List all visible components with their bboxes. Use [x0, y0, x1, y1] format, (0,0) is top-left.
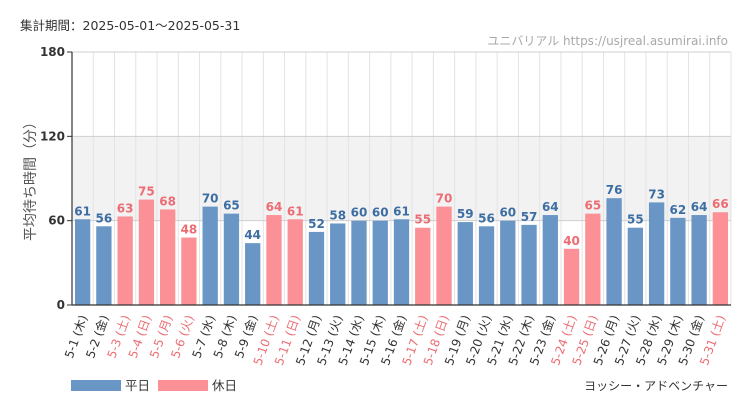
- data-label: 60: [351, 206, 368, 220]
- data-label: 40: [563, 234, 580, 248]
- bar-holiday: [181, 237, 197, 305]
- bar-weekday: [393, 219, 410, 305]
- bar-weekday: [202, 206, 218, 305]
- bar-holiday: [138, 199, 155, 305]
- bar-holiday: [563, 248, 580, 305]
- data-label: 68: [159, 194, 176, 208]
- legend-label-holiday: 休日: [212, 378, 237, 393]
- data-label: 66: [712, 197, 729, 211]
- data-label: 52: [308, 217, 325, 231]
- bar-weekday: [223, 213, 240, 305]
- y-tick-label: 0: [57, 298, 65, 312]
- data-label: 75: [138, 185, 155, 199]
- data-label: 61: [287, 204, 304, 218]
- data-label: 70: [202, 192, 219, 206]
- bar-weekday: [648, 202, 665, 305]
- data-label: 61: [74, 204, 91, 218]
- data-label: 59: [457, 207, 474, 221]
- y-tick-label: 120: [40, 129, 65, 143]
- bar-weekday: [457, 222, 473, 305]
- footer-credit: ヨッシー・アドベンチャー: [584, 379, 728, 393]
- bar-holiday: [585, 213, 601, 305]
- bar-holiday: [266, 215, 282, 305]
- bar-weekday: [670, 217, 686, 305]
- data-label: 48: [181, 223, 198, 237]
- data-label: 56: [478, 211, 495, 225]
- data-label: 70: [436, 192, 453, 206]
- y-axis-title: 平均待ち時間（分）: [23, 115, 39, 241]
- bar-holiday: [712, 212, 729, 305]
- data-label: 60: [499, 206, 516, 220]
- period-label: 集計期間：2025-05-01～2025-05-31: [20, 18, 240, 33]
- bar-weekday: [627, 227, 643, 305]
- bar-weekday: [74, 219, 91, 305]
- data-label: 63: [117, 201, 134, 215]
- site-credit: ユニバリアル https://usjreal.asumirai.info: [487, 34, 728, 48]
- data-label: 57: [521, 210, 538, 224]
- y-tick-label: 60: [48, 214, 65, 228]
- bar-weekday: [351, 220, 367, 305]
- bar-holiday: [160, 209, 176, 305]
- data-label: 76: [606, 183, 623, 197]
- data-label: 61: [393, 204, 410, 218]
- data-label: 62: [670, 203, 687, 217]
- bar-weekday: [521, 224, 537, 305]
- data-label: 65: [584, 199, 601, 213]
- legend-swatch-weekday: [71, 380, 121, 391]
- data-label: 58: [329, 208, 346, 222]
- bar-weekday: [542, 215, 558, 305]
- bar-holiday: [436, 206, 452, 305]
- legend-label-weekday: 平日: [125, 378, 150, 393]
- data-label: 55: [627, 213, 644, 227]
- bar-holiday: [287, 219, 303, 305]
- bar-weekday: [478, 226, 495, 305]
- bar-weekday: [96, 226, 112, 305]
- legend-swatch-holiday: [158, 380, 208, 391]
- bar-holiday: [117, 216, 133, 305]
- data-label: 55: [414, 213, 431, 227]
- y-tick-label: 180: [40, 45, 65, 59]
- data-label: 44: [244, 228, 261, 242]
- bar-weekday: [691, 215, 707, 305]
- data-label: 64: [266, 200, 283, 214]
- data-label: 56: [96, 211, 113, 225]
- data-label: 64: [691, 200, 708, 214]
- bar-weekday: [330, 223, 346, 305]
- bar-holiday: [415, 227, 431, 305]
- bar-weekday: [372, 220, 388, 305]
- bar-weekday: [308, 231, 325, 305]
- bar-weekday: [606, 198, 622, 305]
- data-label: 64: [542, 200, 559, 214]
- data-label: 65: [223, 199, 240, 213]
- bar-weekday: [500, 220, 516, 305]
- bar-weekday: [245, 243, 261, 305]
- data-label: 73: [648, 187, 665, 201]
- data-label: 60: [372, 206, 389, 220]
- legend: 平日 休日: [71, 378, 237, 393]
